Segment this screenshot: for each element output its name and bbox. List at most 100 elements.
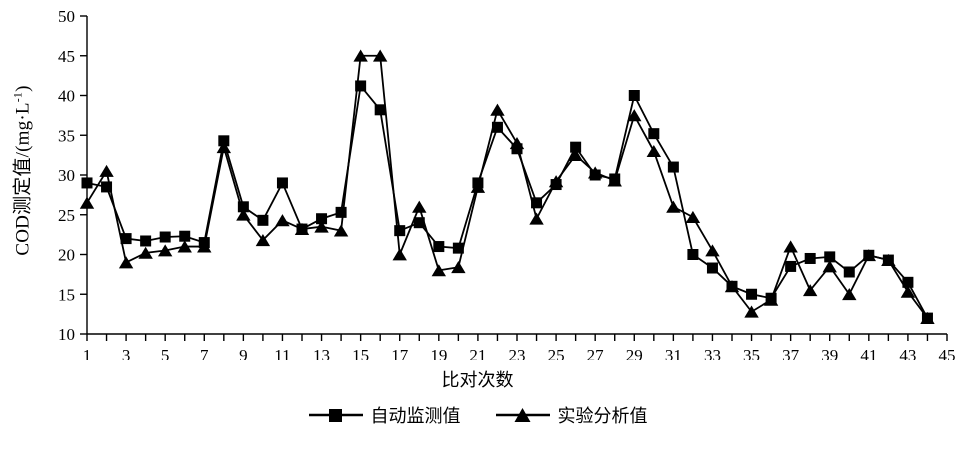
x-axis-tick-label: 15	[352, 346, 369, 360]
x-axis-tick-label: 21	[469, 346, 486, 360]
y-axis-tick-label: 30	[58, 166, 75, 185]
data-point-marker	[667, 161, 679, 173]
data-point-marker	[648, 128, 660, 140]
data-point-marker	[920, 311, 935, 324]
x-axis-tick-label: 37	[782, 346, 800, 360]
x-axis-tick-label: 23	[509, 346, 526, 360]
data-point-marker	[218, 135, 230, 147]
data-point-marker	[372, 49, 388, 62]
data-point-marker	[374, 104, 386, 116]
data-point-marker	[255, 233, 271, 247]
data-point-marker	[685, 210, 701, 224]
data-point-marker	[316, 213, 328, 225]
x-axis-tick-label: 27	[587, 346, 605, 360]
data-point-marker	[333, 224, 349, 237]
chart-legend: 自动监测值 实验分析值	[0, 402, 955, 428]
legend-square-key-icon	[308, 409, 363, 422]
x-axis-tick-label: 25	[548, 346, 565, 360]
data-point-marker	[355, 80, 367, 92]
data-point-marker	[705, 244, 720, 257]
data-point-marker	[79, 196, 95, 209]
x-axis-tick-label: 35	[743, 346, 760, 360]
x-axis-tick-label: 13	[313, 346, 330, 360]
y-axis-tick-label: 20	[58, 246, 75, 265]
data-point-marker	[413, 217, 425, 229]
data-point-marker	[216, 140, 232, 154]
data-point-marker	[687, 249, 699, 260]
data-point-marker	[140, 235, 152, 247]
data-point-marker	[99, 164, 114, 177]
x-axis-tick-label: 45	[939, 346, 955, 360]
series-lab	[79, 49, 935, 324]
data-point-marker	[902, 276, 914, 288]
y-axis-tick-label: 45	[58, 47, 75, 66]
data-point-marker	[335, 206, 347, 218]
data-point-marker	[706, 262, 718, 274]
data-point-marker	[276, 177, 288, 189]
x-axis-tick-label: 43	[899, 346, 916, 360]
data-point-marker	[607, 174, 622, 187]
plot-area: 10 15 20 25 30 35 40 45 50 1 3 5 7 9 11 13 15 17 19 21 23 25 2…	[58, 7, 955, 360]
y-axis-tick-label: 25	[58, 206, 75, 225]
y-axis-tick-label: 40	[58, 87, 75, 106]
x-axis-tick-label: 31	[665, 346, 682, 360]
x-axis-tick-label: 17	[391, 346, 409, 360]
data-point-marker	[744, 305, 759, 318]
series-auto	[81, 80, 933, 324]
data-point-marker	[431, 264, 447, 277]
data-point-marker	[157, 244, 173, 257]
data-point-marker	[118, 256, 134, 269]
legend-item-auto: 自动监测值	[308, 402, 461, 428]
data-point-marker	[531, 197, 543, 209]
y-axis-tick-label: 10	[58, 325, 75, 344]
data-point-marker	[785, 260, 797, 272]
data-point-marker	[197, 240, 212, 253]
data-point-marker	[412, 200, 427, 213]
y-axis-tick-label: 15	[58, 285, 75, 304]
data-point-marker	[490, 103, 505, 116]
legend-item-lab: 实验分析值	[495, 402, 648, 428]
data-point-marker	[724, 280, 740, 293]
data-point-marker	[177, 240, 192, 253]
data-point-marker	[470, 180, 486, 193]
data-point-marker	[452, 242, 464, 254]
data-point-marker	[824, 251, 836, 263]
data-point-marker	[120, 233, 132, 245]
y-axis-tick-label: 35	[58, 126, 75, 145]
data-point-marker	[179, 230, 191, 242]
legend-label-auto: 自动监测值	[370, 406, 461, 426]
data-point-marker	[433, 241, 445, 253]
data-point-marker	[804, 252, 816, 264]
x-axis-tick-label: 1	[83, 346, 92, 360]
data-point-marker	[628, 90, 640, 101]
data-point-marker	[822, 260, 837, 273]
data-point-marker	[783, 240, 798, 253]
data-point-marker	[314, 220, 329, 233]
data-point-marker	[627, 109, 642, 122]
data-point-marker	[861, 249, 877, 262]
data-point-marker	[587, 166, 603, 179]
legend-triangle-key-icon	[495, 408, 550, 422]
x-axis-tick-label: 33	[704, 346, 721, 360]
x-axis-tick-label: 41	[860, 346, 877, 360]
data-point-marker	[763, 293, 779, 306]
data-point-marker	[101, 181, 113, 193]
x-axis-tick-label: 29	[626, 346, 643, 360]
data-point-marker	[843, 266, 855, 278]
x-axis-tick-label: 9	[239, 346, 248, 360]
data-point-marker	[394, 225, 406, 237]
x-axis-tick-label: 11	[274, 346, 290, 360]
data-point-marker	[392, 248, 407, 261]
data-point-marker	[294, 222, 310, 235]
data-point-marker	[529, 212, 544, 225]
x-axis-tick-label: 19	[430, 346, 447, 360]
y-axis-tick-label: 50	[58, 7, 75, 26]
data-point-marker	[491, 121, 503, 133]
data-point-marker	[646, 144, 662, 158]
x-axis-tick-label: 3	[122, 346, 131, 360]
data-point-marker	[353, 49, 368, 62]
data-point-marker	[451, 261, 466, 274]
data-point-marker	[81, 177, 93, 189]
